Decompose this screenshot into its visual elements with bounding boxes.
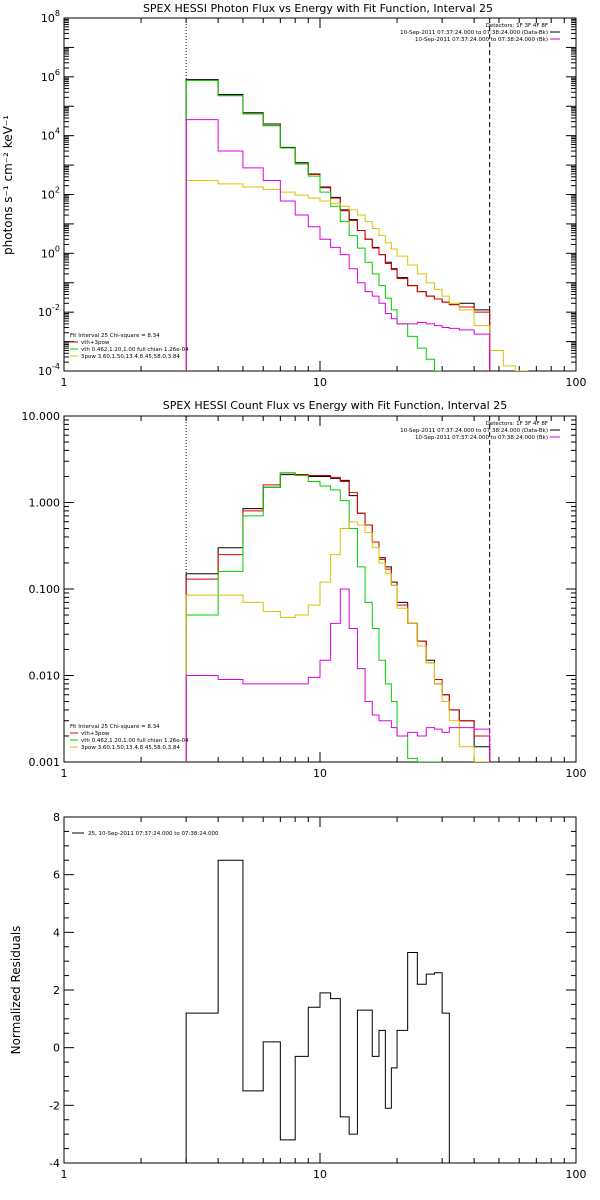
y-tick-label: 1.000: [29, 497, 61, 510]
series-line-0: [185, 859, 450, 1163]
series-line-3: [185, 521, 490, 762]
y-tick-label-base: 10: [38, 306, 52, 319]
y-tick-label: 104: [41, 127, 60, 143]
y-tick-label-exponent: 4: [55, 127, 60, 136]
y-tick-label: 0.100: [29, 583, 61, 596]
y-tick-label: 0: [53, 1042, 60, 1055]
y-tick-label-base: 10: [38, 365, 52, 378]
y-tick-label: -2: [49, 1099, 60, 1112]
y-tick-label: 2: [53, 984, 60, 997]
x-tick-label: 100: [566, 1168, 587, 1181]
y-tick-label: 106: [41, 68, 60, 84]
panel3-plot: 1 10 100 -4 -2 0 2 4 6 8 25, 10-Sep-2011 07:37:24.…: [49, 811, 586, 1181]
y-tick-label: 8: [53, 811, 60, 824]
panel2-plot: 1 10 100 0.001 0.010 0.100 1.000 10.000 Detector…: [22, 410, 587, 780]
series-line-4: [185, 588, 491, 762]
y-tick-label-base: 10: [41, 12, 55, 25]
y-tick-label: 10-2: [38, 303, 60, 319]
legend-left-entry: vth 0.462,1.20,1.00 full chian 1.26e-04: [81, 347, 189, 353]
panel3-series-group: [185, 859, 450, 1163]
legend-left-header: Fit Interval 25 Chi-square = 8.34: [70, 724, 160, 730]
y-tick-label-exponent: 2: [55, 186, 60, 195]
legend-entry: 25, 10-Sep-2011 07:37:24.000 to 07:38:24…: [88, 831, 219, 837]
panel3-ylabel: Normalized Residuals: [9, 926, 23, 1055]
y-tick-label: 10-4: [38, 362, 60, 378]
y-tick-label-exponent: -2: [52, 303, 60, 312]
legend-left-entry: 3pow 3.60,1.50,13.4,8.45,58.0,3.84: [81, 354, 180, 360]
legend-left-entry: vth+3pow: [81, 340, 110, 346]
y-tick-label-exponent: 6: [55, 68, 60, 77]
y-tick-label-exponent: 0: [55, 244, 60, 253]
x-tick-label: 100: [566, 767, 587, 780]
legend-right-entry: Detectors: 1F 3F 4F 8F: [486, 421, 548, 427]
series-line-4: [185, 119, 491, 371]
y-tick-label: 4: [53, 926, 60, 939]
y-tick-label-base: 10: [41, 247, 55, 260]
panel2-series-group: [185, 472, 491, 762]
legend-left-entry: 3pow 3.60,1.50,13.4,8.45,58.0,3.84: [81, 745, 180, 751]
y-tick-label-exponent: 8: [55, 9, 60, 18]
x-tick-label: 1: [61, 1168, 68, 1181]
x-tick-label: 100: [566, 376, 587, 389]
y-tick-label: 0.010: [29, 670, 61, 683]
legend-right-entry: 10-Sep-2011 07:37:24.000 to 07:38:24.000…: [415, 37, 548, 43]
series-line-3: [185, 179, 529, 371]
x-tick-label: 1: [61, 376, 68, 389]
y-tick-label-base: 10: [41, 130, 55, 143]
x-tick-label: 10: [313, 767, 327, 780]
y-tick-label-base: 10: [41, 189, 55, 202]
y-tick-label: 100: [41, 244, 60, 260]
panel1-title: SPEX HESSI Photon Flux vs Energy with Fi…: [143, 2, 493, 15]
legend-right-entry: 10-Sep-2011 07:37:24.000 to 07:38:24.000…: [400, 428, 548, 434]
y-tick-label-exponent: -4: [52, 362, 60, 371]
legend-right-entry: 10-Sep-2011 07:37:24.000 to 07:38:24.000…: [415, 435, 548, 441]
legend-left-entry: vth+3pow: [81, 731, 110, 737]
y-tick-label: -4: [49, 1157, 60, 1170]
legend-left-entry: vth 0.462,1.20,1.00 full chian 1.26e-04: [81, 738, 189, 744]
panel1-plot: 1 10 10010-410-2100102104106108Detectors: …: [38, 9, 586, 389]
y-tick-label-base: 10: [41, 71, 55, 84]
legend-right-entry: Detectors: 1F 3F 4F 8F: [486, 23, 548, 29]
y-tick-label: 0.001: [29, 756, 61, 769]
y-tick-label: 102: [41, 186, 60, 202]
x-tick-label: 1: [61, 767, 68, 780]
panel1-ylabel: photons s⁻¹ cm⁻² keV⁻¹: [1, 115, 15, 255]
x-tick-label: 10: [313, 1168, 327, 1181]
panel2-title: SPEX HESSI Count Flux vs Energy with Fit…: [163, 399, 507, 412]
y-tick-label: 10.000: [22, 410, 61, 423]
y-tick-label: 6: [53, 869, 60, 882]
series-line-2: [185, 80, 443, 371]
legend-right-entry: 10-Sep-2011 07:37:24.000 to 07:38:24.000…: [400, 30, 548, 36]
x-tick-label: 10: [313, 376, 327, 389]
panel1-series-group: [185, 79, 529, 371]
y-tick-label: 108: [41, 9, 60, 25]
legend-left-header: Fit Interval 25 Chi-square = 8.34: [70, 333, 160, 339]
